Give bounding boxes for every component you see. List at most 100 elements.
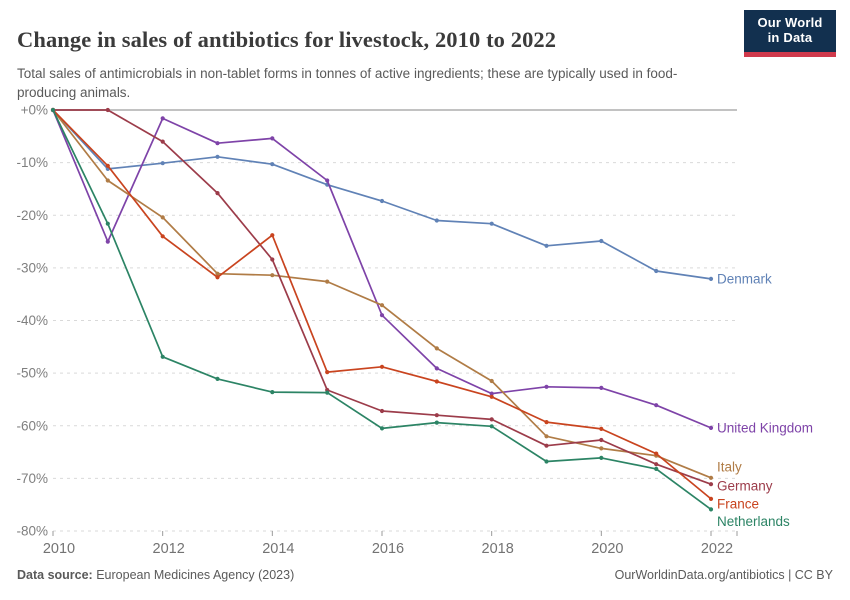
data-point-france-2014 (270, 233, 275, 238)
x-tick-label-2022: 2022 (701, 541, 733, 557)
data-point-germany-2019 (544, 443, 549, 448)
data-point-denmark-2022 (708, 276, 714, 281)
series-label-germany[interactable]: Germany (717, 479, 773, 494)
data-point-germany-2017 (434, 413, 439, 418)
y-tick-label: -20% (16, 208, 48, 223)
data-point-italy-2012 (160, 215, 165, 220)
data-point-united-kingdom-2014 (270, 136, 275, 141)
data-point-united-kingdom-2016 (379, 313, 385, 318)
license-link[interactable]: OurWorldinData.org/antibiotics | CC BY (614, 568, 833, 582)
y-tick-label: -50% (16, 366, 48, 381)
data-point-denmark-2013 (215, 154, 220, 159)
data-point-netherlands-2022 (708, 507, 714, 512)
data-point-france-2015 (325, 370, 330, 375)
data-point-netherlands-2013 (215, 376, 220, 381)
series-label-france[interactable]: France (717, 496, 759, 511)
data-point-italy-2020 (599, 446, 604, 451)
series-label-italy[interactable]: Italy (717, 459, 742, 474)
y-tick-label: -30% (16, 260, 48, 275)
data-point-denmark-2017 (434, 218, 439, 223)
x-tick-label-2012: 2012 (153, 541, 185, 557)
data-point-germany-2022 (708, 482, 714, 487)
data-point-france-2022 (708, 496, 714, 501)
data-point-italy-2014 (270, 273, 275, 278)
data-point-germany-2014 (270, 257, 275, 262)
data-point-denmark-2021 (654, 268, 659, 274)
line-chart: +0% -10% -20% -30% -40% -50% -60% -70% -80% 2010 2… (0, 95, 850, 560)
data-point-netherlands-2010 (50, 107, 56, 113)
data-point-italy-2019 (544, 434, 549, 439)
data-point-germany-2018 (489, 417, 494, 422)
series-label-denmark[interactable]: Denmark (717, 271, 772, 286)
data-point-united-kingdom-2011 (105, 239, 110, 244)
data-point-netherlands-2014 (270, 390, 275, 395)
data-point-united-kingdom-2022 (708, 425, 714, 430)
data-point-denmark-2019 (544, 243, 549, 248)
x-tick-label-2016: 2016 (372, 541, 404, 557)
series-line-united-kingdom (52, 109, 712, 429)
owid-logo[interactable]: Our World in Data (744, 10, 836, 57)
page-title: Change in sales of antibiotics for lives… (17, 27, 557, 53)
series-label-netherlands[interactable]: Netherlands (717, 514, 790, 529)
data-point-italy-2015 (325, 279, 330, 284)
chart-subtitle: Total sales of antimicrobials in non-tab… (17, 65, 678, 100)
y-tick-label: -70% (16, 471, 48, 486)
data-point-netherlands-2021 (654, 466, 659, 471)
owid-logo-line2: in Data (767, 30, 813, 45)
data-point-denmark-2016 (379, 198, 385, 204)
data-point-germany-2013 (215, 191, 220, 196)
data-point-germany-2016 (379, 408, 385, 414)
y-tick-label: -80% (16, 524, 48, 539)
data-point-italy-2016 (379, 303, 385, 308)
data-point-italy-2017 (434, 346, 439, 351)
data-point-france-2020 (599, 426, 604, 431)
data-point-italy-2018 (489, 378, 494, 384)
data-source-note: Data source: European Medicines Agency (… (17, 568, 294, 582)
data-point-united-kingdom-2019 (544, 384, 549, 389)
data-point-france-2017 (434, 379, 439, 384)
line-chart-svg: +0% -10% -20% -30% -40% -50% -60% -70% -80% 2010 2… (16, 103, 813, 558)
data-point-france-2019 (544, 420, 549, 425)
data-point-italy-2013 (215, 271, 220, 276)
x-tick-label-2014: 2014 (262, 541, 294, 557)
data-point-denmark-2012 (160, 161, 165, 166)
y-tick-label: +0% (21, 103, 48, 118)
data-point-netherlands-2016 (379, 426, 385, 431)
data-point-france-2013 (215, 275, 220, 280)
y-tick-label: -40% (16, 313, 48, 328)
data-point-denmark-2018 (489, 221, 494, 226)
data-point-italy-2011 (105, 178, 110, 183)
data-point-netherlands-2018 (489, 424, 494, 429)
data-point-denmark-2020 (599, 238, 604, 244)
data-point-germany-2012 (160, 139, 165, 144)
data-point-united-kingdom-2013 (215, 141, 220, 146)
data-point-netherlands-2020 (599, 455, 604, 460)
data-point-france-2011 (105, 163, 110, 168)
y-tick-label: -10% (16, 155, 48, 170)
x-tick-label-2020: 2020 (591, 541, 623, 557)
data-point-netherlands-2012 (160, 354, 165, 359)
data-point-united-kingdom-2020 (599, 385, 604, 390)
data-point-netherlands-2019 (544, 459, 549, 464)
data-point-netherlands-2015 (325, 390, 330, 395)
data-point-germany-2011 (105, 107, 110, 113)
data-point-united-kingdom-2015 (325, 178, 330, 183)
x-tick-label-2010: 2010 (43, 541, 75, 557)
data-point-france-2016 (379, 364, 385, 369)
data-point-italy-2022 (708, 475, 714, 480)
owid-logo-line1: Our World (757, 15, 823, 30)
data-point-netherlands-2011 (105, 221, 110, 226)
data-point-united-kingdom-2021 (654, 403, 659, 408)
data-point-united-kingdom-2017 (434, 366, 439, 371)
series-label-united-kingdom[interactable]: United Kingdom (717, 420, 813, 435)
data-point-united-kingdom-2012 (160, 116, 165, 121)
data-point-france-2012 (160, 234, 165, 239)
data-point-netherlands-2017 (434, 420, 439, 425)
data-point-germany-2021 (654, 462, 659, 467)
data-point-france-2018 (489, 394, 494, 399)
data-point-united-kingdom-2018 (489, 391, 494, 396)
data-source-value: European Medicines Agency (2023) (92, 568, 295, 582)
data-point-france-2021 (654, 451, 659, 456)
y-tick-label: -60% (16, 418, 48, 433)
